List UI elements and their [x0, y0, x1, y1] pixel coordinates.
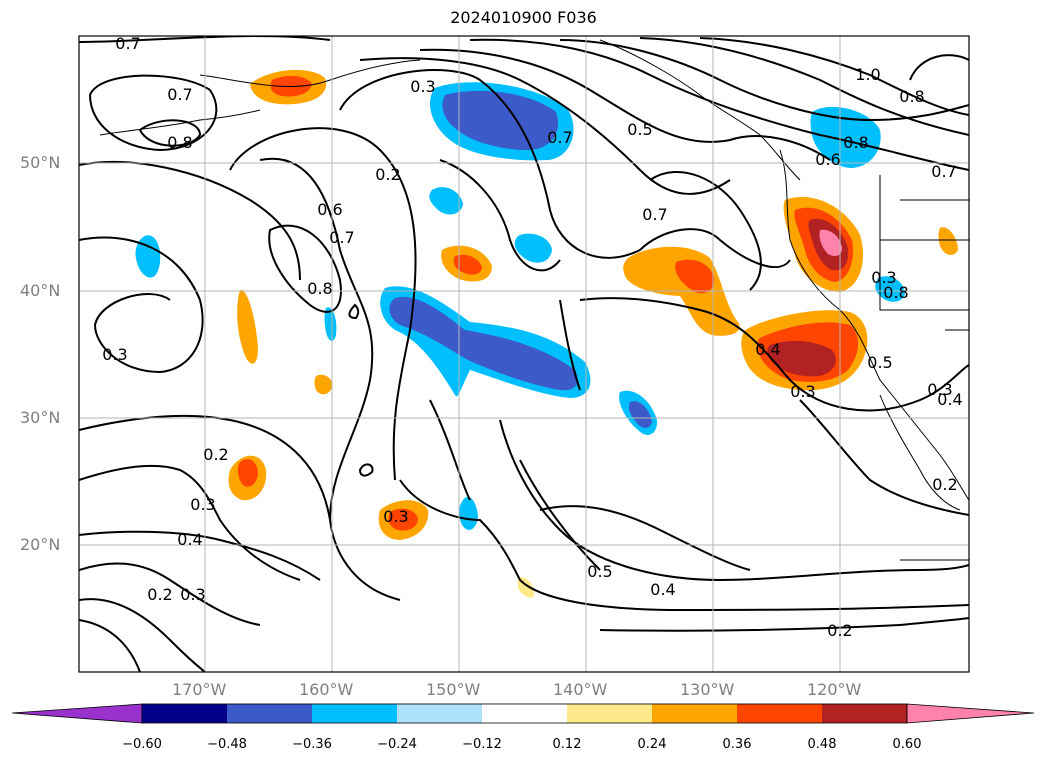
contour-label: 0.2 — [932, 475, 957, 494]
neg-anomaly-small-3-core — [628, 401, 652, 428]
colorbar-extend-high — [906, 703, 1035, 724]
contour-label: 0.5 — [627, 120, 652, 139]
contour-label: 0.7 — [931, 162, 956, 181]
colorbar-tick-label: −0.12 — [462, 737, 502, 752]
colorbar-tick-label: 0.48 — [807, 737, 837, 752]
contour-label: 0.7 — [115, 34, 140, 53]
colorbar-bin — [142, 704, 227, 723]
contour-label: 0.8 — [899, 87, 924, 106]
contour-label: 0.4 — [755, 340, 780, 359]
contour-label: 0.3 — [190, 495, 215, 514]
lat-label-30n: 30°N — [20, 408, 61, 427]
contour-label: 0.8 — [307, 279, 332, 298]
contour-label: 0.8 — [883, 283, 908, 302]
contour-label: 0.2 — [375, 165, 400, 184]
lon-label-130w: 130°W — [680, 680, 735, 699]
contour-label: 0.8 — [167, 133, 192, 152]
contour-label: 0.2 — [147, 585, 172, 604]
contour-label: 0.7 — [329, 228, 354, 247]
colorbar-bin — [227, 704, 312, 723]
contour-label: 0.6 — [815, 150, 840, 169]
contour-label: 0.7 — [642, 205, 667, 224]
colorbar-tick-label: −0.60 — [122, 737, 162, 752]
pos-anomaly-small-7 — [314, 374, 333, 395]
contour-label: 0.4 — [177, 530, 202, 549]
contour-label: 0.3 — [383, 507, 408, 526]
colorbar-tick-label: 0.24 — [637, 737, 667, 752]
colorbar-bin — [482, 704, 567, 723]
pos-anomaly-west-3 — [237, 289, 258, 364]
colorbar-frame — [141, 703, 908, 724]
pos-anomaly-west-coast-max — [819, 229, 842, 256]
contour-label: 0.5 — [867, 353, 892, 372]
lon-label-120w: 120°W — [807, 680, 862, 699]
colorbar-bin — [737, 704, 822, 723]
contour-label: 0.3 — [102, 345, 127, 364]
colorbar-extend-low — [11, 703, 143, 724]
colorbar — [11, 703, 1035, 724]
contour-label: 0.4 — [650, 580, 675, 599]
map-title: 2024010900 F036 — [450, 8, 597, 27]
neg-anomaly-small-1 — [429, 187, 463, 215]
neg-anomaly-coast — [810, 106, 881, 168]
neg-anomaly-small-6 — [324, 307, 337, 341]
lat-label-40n: 40°N — [20, 281, 61, 300]
contour-label: 0.3 — [871, 268, 896, 287]
plot-frame — [78, 35, 970, 673]
colorbar-tick-label: −0.48 — [207, 737, 247, 752]
gridlines — [79, 36, 969, 672]
coastlines — [99, 39, 969, 561]
lon-label-150w: 150°W — [426, 680, 481, 699]
neg-anomaly-small-5 — [459, 496, 478, 530]
colorbar-tick-label: −0.24 — [377, 737, 417, 752]
contour-label: 0.8 — [843, 133, 868, 152]
colorbar-bin — [312, 704, 397, 723]
colorbar-bin — [652, 704, 737, 723]
pos-anomaly-socal-dark — [767, 340, 836, 377]
contour-label: 0.7 — [167, 85, 192, 104]
pos-anomaly-mid-core — [453, 254, 482, 275]
neg-anomaly-north-pacific-core — [442, 90, 559, 150]
contour-label: 1.0 — [855, 65, 880, 84]
contour-label: 0.3 — [927, 380, 952, 399]
neg-anomaly-small-4 — [875, 276, 905, 302]
neg-anomaly-small-2 — [514, 233, 552, 263]
lat-label-20n: 20°N — [20, 535, 61, 554]
neg-anomaly-central-core — [389, 296, 578, 391]
colorbar-bin — [567, 704, 652, 723]
lon-label-170w: 170°W — [172, 680, 227, 699]
contour-label: 0.3 — [180, 585, 205, 604]
contour-label: 0.6 — [317, 200, 342, 219]
colorbar-tick-label: 0.12 — [552, 737, 582, 752]
pos-anomaly-offshore-core — [675, 259, 715, 294]
colorbar-tick-label: −0.36 — [292, 737, 332, 752]
contour-label: 0.7 — [547, 128, 572, 147]
contour-label: 0.2 — [827, 621, 852, 640]
colorbar-bin — [822, 704, 907, 723]
neg-anomaly-west — [135, 235, 161, 278]
pos-anomaly-west-2-core — [237, 459, 258, 487]
contour-label: 0.4 — [937, 390, 962, 409]
pos-anomaly-small-8 — [938, 227, 958, 255]
colorbar-bin — [397, 704, 482, 723]
colorbar-tick-label: 0.60 — [892, 737, 922, 752]
contour-label: 0.3 — [790, 382, 815, 401]
colorbar-tick-label: 0.36 — [722, 737, 752, 752]
lat-label-50n: 50°N — [20, 153, 61, 172]
lon-label-160w: 160°W — [299, 680, 354, 699]
pos-anomaly-hawaii-core — [388, 508, 418, 531]
lon-label-140w: 140°W — [553, 680, 608, 699]
contour-label: 0.3 — [410, 77, 435, 96]
contour-label: 0.2 — [203, 445, 228, 464]
contour-label-layer: 0.7 0.7 0.8 0.3 0.3 0.7 0.5 0.7 0.2 0.6 … — [102, 34, 962, 640]
contour-label: 0.5 — [587, 562, 612, 581]
contour-lines — [79, 36, 969, 672]
